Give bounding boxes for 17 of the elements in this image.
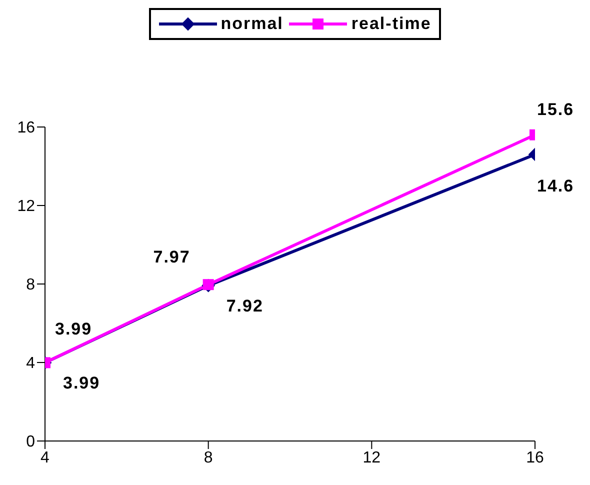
legend-label: normal [220,14,284,34]
y-tick-label: 16 [17,120,36,137]
y-tick-label: 4 [26,355,36,372]
x-tick-label: 8 [204,449,213,466]
x-tick-label: 12 [362,449,381,466]
data-label: 3.99 [63,374,100,393]
data-label: 7.92 [226,296,264,316]
data-label: 15.6 [537,100,574,119]
data-label: 3.99 [55,320,92,339]
data-label: 14.6 [537,176,574,196]
x-tick-label: 16 [526,449,544,466]
y-tick-label: 8 [26,276,36,294]
y-tick-label: 12 [17,198,36,216]
x-tick-label: 4 [40,449,50,466]
y-tick-label: 0 [26,434,36,451]
data-label: 7.97 [153,248,190,267]
legend-label: real-time [351,14,432,34]
